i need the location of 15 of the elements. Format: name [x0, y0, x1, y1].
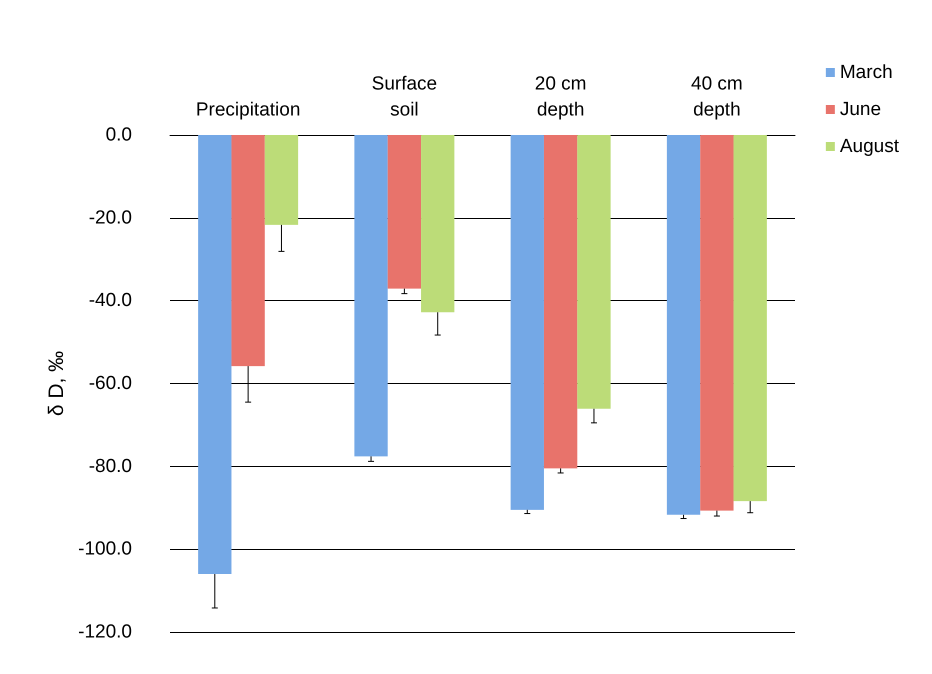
- x-tick-label: Precipitation: [196, 100, 300, 120]
- legend-label: March: [840, 62, 893, 83]
- x-tick-label: 40 cm depth: [691, 74, 743, 120]
- y-tick-label: -80.0: [88, 456, 132, 477]
- y-axis-title: δ D, ‰: [45, 350, 68, 416]
- legend-label: June: [840, 99, 882, 120]
- y-tick-label: -40.0: [88, 290, 132, 312]
- x-tick-label: 20 cm depth: [534, 74, 586, 120]
- x-tick-label: Surface soil: [372, 74, 438, 120]
- y-tick-label: -60.0: [88, 373, 132, 394]
- y-tick-label: 0.0: [106, 124, 132, 146]
- y-tick-label: -100.0: [78, 538, 132, 560]
- y-tick-label: -120.0: [78, 622, 132, 642]
- legend-label: August: [840, 136, 900, 157]
- y-tick-label: -20.0: [88, 207, 132, 228]
